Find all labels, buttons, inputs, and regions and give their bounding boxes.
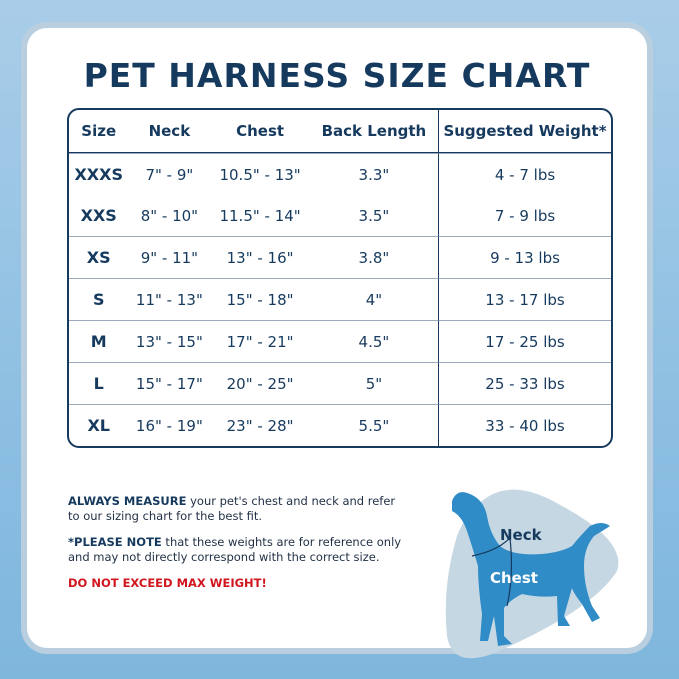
- table-row: XL 16" - 19" 23" - 28" 5.5" 33 - 40 lbs: [69, 404, 611, 446]
- cell-back-length: 3.3": [309, 153, 438, 195]
- cell-neck: 8" - 10": [140, 206, 199, 225]
- weight-note-bold: *PLEASE NOTE: [68, 535, 162, 549]
- cell-weight: 33 - 40 lbs: [438, 404, 611, 446]
- weight-note: *PLEASE NOTE that these weights are for …: [68, 535, 408, 564]
- measure-note: ALWAYS MEASURE your pet's chest and neck…: [68, 494, 408, 523]
- cell-size: XXS: [80, 206, 117, 225]
- table-row: S 11" - 13" 15" - 18" 4" 13 - 17 lbs: [69, 278, 611, 320]
- cell-weight: 25 - 33 lbs: [438, 362, 611, 404]
- cell-chest: 13" - 16": [210, 236, 310, 278]
- size-chart-card: PET HARNESS SIZE CHART Size Neck Chest B…: [27, 28, 647, 659]
- dog-measurement-diagram: Neck Chest: [445, 489, 619, 659]
- cell-neck: 13" - 15": [128, 320, 211, 362]
- neck-label: Neck: [500, 526, 543, 544]
- cell-weight: 13 - 17 lbs: [438, 278, 611, 320]
- header-chest: Chest: [210, 110, 310, 153]
- cell-back-length: 5": [309, 362, 438, 404]
- cell-chest: 10.5" - 13": [210, 153, 310, 195]
- measure-note-bold: ALWAYS MEASURE: [68, 494, 187, 508]
- dog-silhouette-icon: [452, 492, 610, 646]
- table-row: M 13" - 15" 17" - 21" 4.5" 17 - 25 lbs: [69, 320, 611, 362]
- cell-neck: 7" - 9": [128, 153, 211, 195]
- page-title: PET HARNESS SIZE CHART: [83, 56, 591, 95]
- header-back-length: Back Length: [309, 110, 438, 153]
- cell-size: L: [69, 362, 129, 404]
- cell-back-length: 5.5": [309, 404, 438, 446]
- cell-neck: 11" - 13": [128, 278, 211, 320]
- weight-note-text: that these weights are for reference onl…: [68, 535, 402, 564]
- cell-back-length: 3.5": [358, 206, 390, 225]
- cell-neck: 9" - 11": [128, 236, 211, 278]
- cell-weight: 9 - 13 lbs: [438, 236, 611, 278]
- chest-measure-line: [506, 537, 513, 607]
- max-weight-warning: DO NOT EXCEED MAX WEIGHT!: [68, 576, 267, 590]
- cell-back-length: 4.5": [309, 320, 438, 362]
- cell-chest: 20" - 25": [210, 362, 310, 404]
- table-row: L 15" - 17" 20" - 25" 5" 25 - 33 lbs: [69, 362, 611, 404]
- header-neck: Neck: [128, 110, 211, 153]
- cell-chest: 11.5" - 14": [219, 206, 301, 225]
- cell-size: XXXS: [69, 153, 129, 195]
- table-row: XS 9" - 11" 13" - 16" 3.8" 9 - 13 lbs: [69, 236, 611, 278]
- cell-back-length: 3.8": [309, 236, 438, 278]
- cell-weight: 17 - 25 lbs: [438, 320, 611, 362]
- cell-size: M: [69, 320, 129, 362]
- cell-neck: 15" - 17": [128, 362, 211, 404]
- cell-chest: 15" - 18": [210, 278, 310, 320]
- table-row: XXS 8" - 10" 11.5" - 14" 3.5" 7 - 9 lbs: [69, 195, 611, 236]
- cell-size: S: [69, 278, 129, 320]
- cell-size: XS: [69, 236, 129, 278]
- cell-chest: 23" - 28": [210, 404, 310, 446]
- cell-weight: 4 - 7 lbs: [438, 153, 611, 195]
- table-row: XXXS 7" - 9" 10.5" - 13" 3.3" 4 - 7 lbs: [69, 153, 611, 195]
- notes: ALWAYS MEASURE your pet's chest and neck…: [68, 494, 408, 603]
- cell-chest: 17" - 21": [210, 320, 310, 362]
- neck-measure-line: [471, 537, 511, 557]
- measure-note-text: your pet's chest and neck and refer to o…: [68, 494, 396, 523]
- cell-neck: 16" - 19": [128, 404, 211, 446]
- cell-weight: 7 - 9 lbs: [438, 195, 611, 236]
- cell-size: XL: [69, 404, 129, 446]
- header-suggested-weight: Suggested Weight*: [438, 110, 611, 153]
- chest-label: Chest: [490, 569, 538, 587]
- header-size: Size: [69, 110, 129, 153]
- size-table: Size Neck Chest Back Length Suggested We…: [67, 108, 613, 448]
- table-header-row: Size Neck Chest Back Length Suggested We…: [69, 110, 611, 153]
- cell-back-length: 4": [309, 278, 438, 320]
